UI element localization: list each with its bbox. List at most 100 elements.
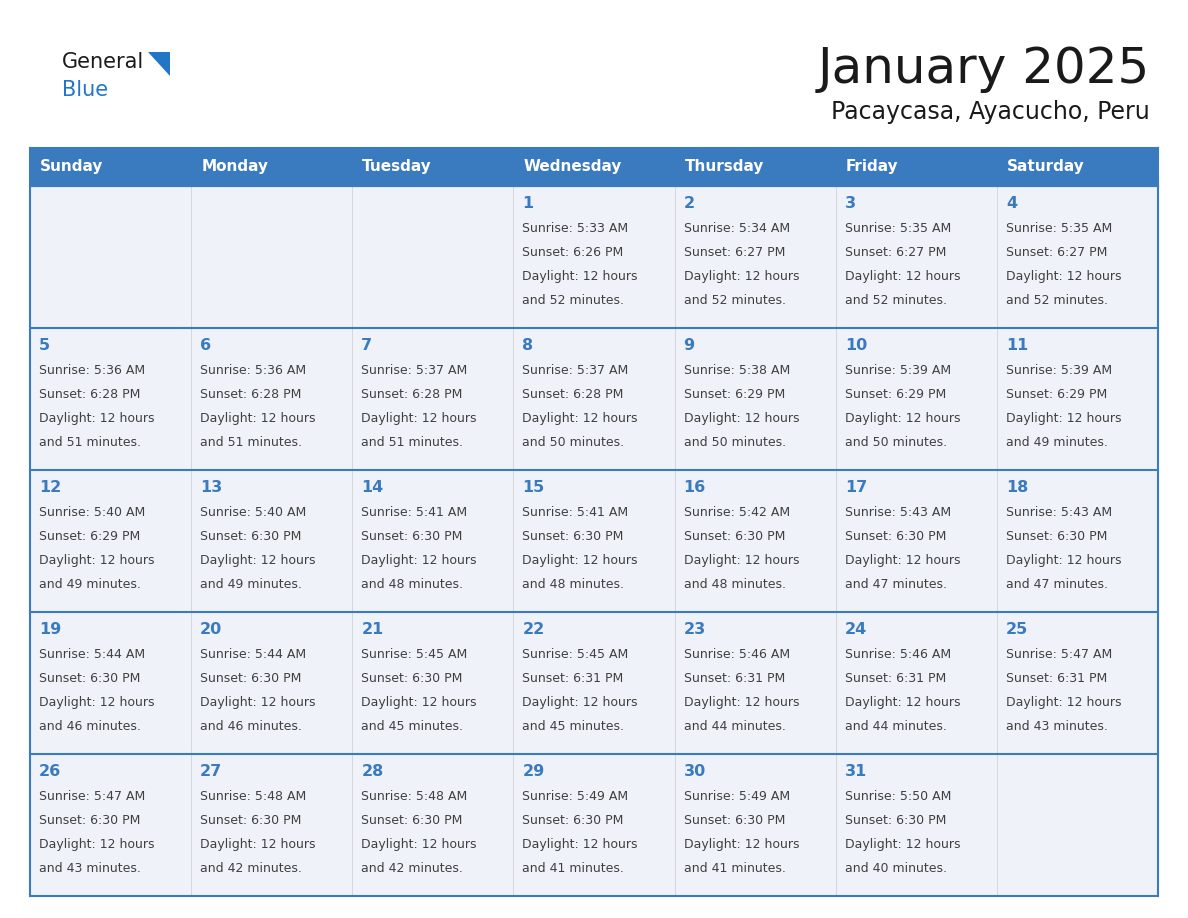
Text: Friday: Friday (846, 160, 898, 174)
Text: and 49 minutes.: and 49 minutes. (200, 578, 302, 591)
Text: 13: 13 (200, 480, 222, 495)
Text: and 51 minutes.: and 51 minutes. (39, 436, 141, 449)
Text: Daylight: 12 hours: Daylight: 12 hours (845, 554, 960, 567)
Bar (191, 470, 353, 612)
Text: 29: 29 (523, 764, 544, 779)
Bar (513, 186, 675, 328)
Text: Daylight: 12 hours: Daylight: 12 hours (1006, 696, 1121, 709)
Text: Sunset: 6:29 PM: Sunset: 6:29 PM (845, 388, 946, 401)
Text: Daylight: 12 hours: Daylight: 12 hours (683, 270, 800, 283)
Bar (513, 754, 675, 896)
Text: Sunrise: 5:49 AM: Sunrise: 5:49 AM (683, 790, 790, 803)
Text: 5: 5 (39, 338, 50, 353)
Text: Wednesday: Wednesday (524, 160, 621, 174)
Text: Thursday: Thursday (684, 160, 764, 174)
Text: Sunset: 6:30 PM: Sunset: 6:30 PM (361, 530, 462, 543)
Text: and 41 minutes.: and 41 minutes. (683, 862, 785, 875)
Text: 26: 26 (39, 764, 62, 779)
Text: Daylight: 12 hours: Daylight: 12 hours (523, 696, 638, 709)
Text: Sunrise: 5:41 AM: Sunrise: 5:41 AM (523, 506, 628, 519)
Text: Tuesday: Tuesday (362, 160, 432, 174)
Text: and 47 minutes.: and 47 minutes. (1006, 578, 1108, 591)
Bar (675, 754, 835, 896)
Text: Daylight: 12 hours: Daylight: 12 hours (1006, 412, 1121, 425)
Text: 17: 17 (845, 480, 867, 495)
Text: Sunset: 6:31 PM: Sunset: 6:31 PM (523, 672, 624, 685)
Text: Sunset: 6:29 PM: Sunset: 6:29 PM (1006, 388, 1107, 401)
Text: Daylight: 12 hours: Daylight: 12 hours (361, 412, 476, 425)
Text: Sunrise: 5:34 AM: Sunrise: 5:34 AM (683, 222, 790, 235)
Bar (30, 470, 191, 612)
Text: Sunrise: 5:37 AM: Sunrise: 5:37 AM (523, 364, 628, 377)
Text: 2: 2 (683, 196, 695, 211)
Text: Daylight: 12 hours: Daylight: 12 hours (845, 838, 960, 851)
Text: 6: 6 (200, 338, 211, 353)
Text: Sunset: 6:30 PM: Sunset: 6:30 PM (683, 530, 785, 543)
Text: Sunset: 6:30 PM: Sunset: 6:30 PM (523, 530, 624, 543)
Text: and 50 minutes.: and 50 minutes. (523, 436, 625, 449)
Text: Sunset: 6:29 PM: Sunset: 6:29 PM (683, 388, 785, 401)
Text: Sunrise: 5:43 AM: Sunrise: 5:43 AM (1006, 506, 1112, 519)
Text: and 49 minutes.: and 49 minutes. (1006, 436, 1107, 449)
Text: Sunset: 6:30 PM: Sunset: 6:30 PM (200, 672, 302, 685)
Text: Daylight: 12 hours: Daylight: 12 hours (845, 696, 960, 709)
Text: Sunset: 6:31 PM: Sunset: 6:31 PM (1006, 672, 1107, 685)
Text: and 52 minutes.: and 52 minutes. (1006, 294, 1108, 307)
Text: Sunrise: 5:43 AM: Sunrise: 5:43 AM (845, 506, 950, 519)
Text: and 51 minutes.: and 51 minutes. (200, 436, 302, 449)
Text: Daylight: 12 hours: Daylight: 12 hours (39, 838, 154, 851)
Text: Sunrise: 5:49 AM: Sunrise: 5:49 AM (523, 790, 628, 803)
Text: and 41 minutes.: and 41 minutes. (523, 862, 625, 875)
Bar (835, 186, 997, 328)
Bar (997, 470, 1158, 612)
Text: 12: 12 (39, 480, 62, 495)
Text: Sunset: 6:27 PM: Sunset: 6:27 PM (845, 246, 946, 259)
Bar (30, 754, 191, 896)
Text: Sunrise: 5:44 AM: Sunrise: 5:44 AM (200, 648, 307, 661)
Text: and 43 minutes.: and 43 minutes. (39, 862, 141, 875)
Text: Sunset: 6:30 PM: Sunset: 6:30 PM (845, 814, 946, 827)
Text: and 42 minutes.: and 42 minutes. (361, 862, 463, 875)
Text: Sunset: 6:30 PM: Sunset: 6:30 PM (200, 530, 302, 543)
Text: Sunset: 6:31 PM: Sunset: 6:31 PM (845, 672, 946, 685)
Text: 1: 1 (523, 196, 533, 211)
Text: 18: 18 (1006, 480, 1028, 495)
Bar (997, 612, 1158, 754)
Text: Daylight: 12 hours: Daylight: 12 hours (523, 838, 638, 851)
Text: Sunset: 6:28 PM: Sunset: 6:28 PM (523, 388, 624, 401)
Bar (353, 754, 513, 896)
Text: and 52 minutes.: and 52 minutes. (683, 294, 785, 307)
Text: Daylight: 12 hours: Daylight: 12 hours (683, 696, 800, 709)
Text: and 44 minutes.: and 44 minutes. (683, 720, 785, 733)
Text: Sunrise: 5:39 AM: Sunrise: 5:39 AM (845, 364, 950, 377)
Text: Sunset: 6:30 PM: Sunset: 6:30 PM (845, 530, 946, 543)
Text: Sunrise: 5:45 AM: Sunrise: 5:45 AM (361, 648, 468, 661)
Bar (353, 186, 513, 328)
Text: and 50 minutes.: and 50 minutes. (845, 436, 947, 449)
Text: Daylight: 12 hours: Daylight: 12 hours (361, 838, 476, 851)
Text: Daylight: 12 hours: Daylight: 12 hours (39, 696, 154, 709)
Bar (353, 328, 513, 470)
Text: Monday: Monday (201, 160, 268, 174)
Text: 10: 10 (845, 338, 867, 353)
Text: Daylight: 12 hours: Daylight: 12 hours (200, 412, 316, 425)
Text: Sunrise: 5:40 AM: Sunrise: 5:40 AM (200, 506, 307, 519)
Text: and 47 minutes.: and 47 minutes. (845, 578, 947, 591)
Text: Daylight: 12 hours: Daylight: 12 hours (1006, 554, 1121, 567)
Bar (191, 186, 353, 328)
Text: 7: 7 (361, 338, 372, 353)
Text: Sunset: 6:28 PM: Sunset: 6:28 PM (39, 388, 140, 401)
Text: and 50 minutes.: and 50 minutes. (683, 436, 785, 449)
Text: Daylight: 12 hours: Daylight: 12 hours (200, 554, 316, 567)
Text: Daylight: 12 hours: Daylight: 12 hours (1006, 270, 1121, 283)
Text: Sunrise: 5:37 AM: Sunrise: 5:37 AM (361, 364, 468, 377)
Text: Sunrise: 5:35 AM: Sunrise: 5:35 AM (845, 222, 950, 235)
Bar (997, 186, 1158, 328)
Text: Daylight: 12 hours: Daylight: 12 hours (523, 270, 638, 283)
Text: and 46 minutes.: and 46 minutes. (200, 720, 302, 733)
Text: 9: 9 (683, 338, 695, 353)
Text: Sunset: 6:30 PM: Sunset: 6:30 PM (683, 814, 785, 827)
Text: Sunrise: 5:41 AM: Sunrise: 5:41 AM (361, 506, 467, 519)
Text: and 43 minutes.: and 43 minutes. (1006, 720, 1107, 733)
Text: Daylight: 12 hours: Daylight: 12 hours (361, 696, 476, 709)
